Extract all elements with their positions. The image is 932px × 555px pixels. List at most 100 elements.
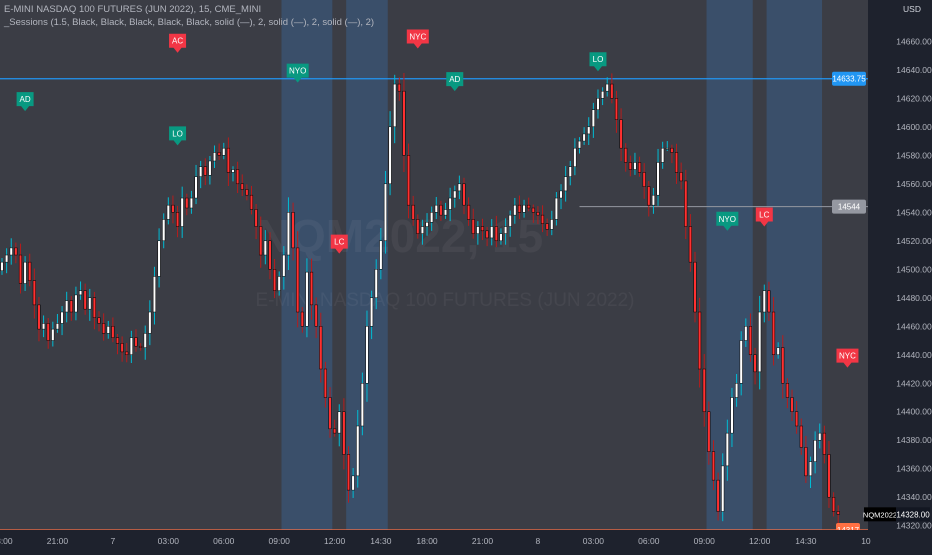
candle-bullish bbox=[305, 271, 309, 327]
x-tick-label: 12:00 bbox=[749, 536, 771, 546]
candle-bullish bbox=[425, 222, 429, 227]
candle-bearish bbox=[494, 226, 498, 242]
candle-bearish bbox=[120, 343, 124, 353]
candle-bearish bbox=[236, 169, 240, 185]
x-tick-label: 09:00 bbox=[269, 536, 291, 546]
candle-bearish bbox=[707, 411, 711, 452]
candle-bullish bbox=[162, 219, 166, 242]
candle-bullish bbox=[554, 197, 558, 220]
candle-bearish bbox=[14, 247, 18, 256]
candle-bearish bbox=[69, 300, 73, 313]
candle-bearish bbox=[517, 204, 521, 213]
candle-bearish bbox=[624, 147, 628, 163]
candle-bearish bbox=[411, 204, 415, 220]
session-flag-label: LO bbox=[593, 55, 604, 64]
candle-bearish bbox=[822, 432, 826, 455]
candle-bearish bbox=[467, 204, 471, 220]
y-tick-label: 14580.00 bbox=[896, 150, 932, 160]
session-flag-label: NYO bbox=[289, 67, 306, 76]
x-tick-label: 12:00 bbox=[324, 536, 346, 546]
candle-bearish bbox=[309, 271, 314, 306]
candle-bullish bbox=[725, 432, 729, 467]
candle-bullish bbox=[60, 311, 64, 324]
x-tick-label: 14:30 bbox=[370, 536, 392, 546]
y-tick-label: 14620.00 bbox=[896, 93, 932, 103]
y-tick-label: 14320.00 bbox=[896, 521, 932, 531]
candle-bearish bbox=[240, 183, 244, 190]
candle-bearish bbox=[217, 152, 221, 156]
candle-bullish bbox=[735, 383, 739, 398]
candle-bullish bbox=[758, 311, 762, 373]
indicator-legend[interactable]: _Sessions (1.5, Black, Black, Black, Bla… bbox=[4, 17, 375, 28]
candle-bullish bbox=[587, 126, 591, 135]
candle-bearish bbox=[125, 351, 129, 356]
candle-bearish bbox=[273, 269, 277, 291]
watermark-name: E-MINI NASDAQ 100 FUTURES (JUN 2022) bbox=[255, 290, 634, 311]
y-tick-label: 14340.00 bbox=[896, 492, 932, 502]
candle-bullish bbox=[818, 432, 822, 441]
candle-bearish bbox=[397, 83, 401, 92]
candle-bearish bbox=[753, 354, 757, 373]
candle-bearish bbox=[799, 425, 803, 448]
candle-bearish bbox=[18, 254, 23, 284]
candle-bullish bbox=[106, 326, 110, 334]
candle-bullish bbox=[9, 247, 13, 256]
candle-bullish bbox=[166, 204, 170, 220]
candle-bullish bbox=[744, 326, 748, 341]
candle-bearish bbox=[139, 345, 143, 348]
time-axis bbox=[0, 530, 932, 550]
session-flag-label: AD bbox=[20, 95, 31, 104]
candle-bullish bbox=[263, 240, 267, 256]
y-tick-label: 14420.00 bbox=[896, 378, 932, 388]
y-tick-label: 14640.00 bbox=[896, 65, 932, 75]
candle-bullish bbox=[379, 240, 383, 270]
candle-bearish bbox=[102, 323, 106, 334]
candle-bearish bbox=[249, 194, 254, 210]
candle-bearish bbox=[92, 297, 96, 318]
candle-bearish bbox=[679, 172, 683, 182]
candle-bullish bbox=[212, 152, 217, 162]
session-flag bbox=[330, 234, 348, 254]
candle-bearish bbox=[402, 90, 406, 156]
candle-bearish bbox=[674, 152, 679, 173]
candle-bearish bbox=[115, 337, 120, 344]
candle-bullish bbox=[189, 197, 193, 209]
x-tick-label: 21:00 bbox=[47, 536, 69, 546]
candle-bullish bbox=[730, 397, 734, 434]
candle-bullish bbox=[508, 214, 512, 227]
last-price-tag bbox=[896, 507, 930, 522]
candle-bearish bbox=[527, 204, 531, 209]
candle-bullish bbox=[356, 425, 360, 477]
candle-bearish bbox=[97, 317, 101, 324]
session-flag-label: LC bbox=[334, 238, 344, 247]
candle-bearish bbox=[319, 326, 323, 370]
candle-bearish bbox=[836, 511, 840, 515]
candle-bearish bbox=[642, 172, 646, 187]
line-price-label: 14633.75 bbox=[832, 75, 866, 84]
candle-bullish bbox=[591, 109, 595, 128]
candle-bearish bbox=[226, 147, 230, 173]
candle-bullish bbox=[231, 169, 235, 173]
line-price-tag bbox=[832, 199, 866, 214]
candle-bullish bbox=[157, 240, 161, 277]
x-tick-label: 09:00 bbox=[694, 536, 716, 546]
candle-bearish bbox=[111, 326, 115, 338]
candle-bullish bbox=[88, 297, 92, 310]
candle-bullish bbox=[573, 147, 577, 167]
candle-bullish bbox=[370, 297, 374, 327]
candle-bullish bbox=[383, 183, 388, 242]
candle-bearish bbox=[628, 162, 632, 170]
candle-bearish bbox=[300, 311, 304, 327]
candle-bearish bbox=[203, 166, 207, 176]
candle-bearish bbox=[416, 219, 420, 234]
candle-bearish bbox=[647, 186, 651, 206]
session-flag bbox=[755, 207, 773, 227]
y-tick-label: 14560.00 bbox=[896, 179, 932, 189]
candle-bullish bbox=[656, 162, 660, 196]
candle-bearish bbox=[254, 209, 258, 227]
candle-bullish bbox=[5, 254, 9, 263]
candle-bullish bbox=[739, 340, 743, 384]
candle-bearish bbox=[693, 261, 697, 313]
